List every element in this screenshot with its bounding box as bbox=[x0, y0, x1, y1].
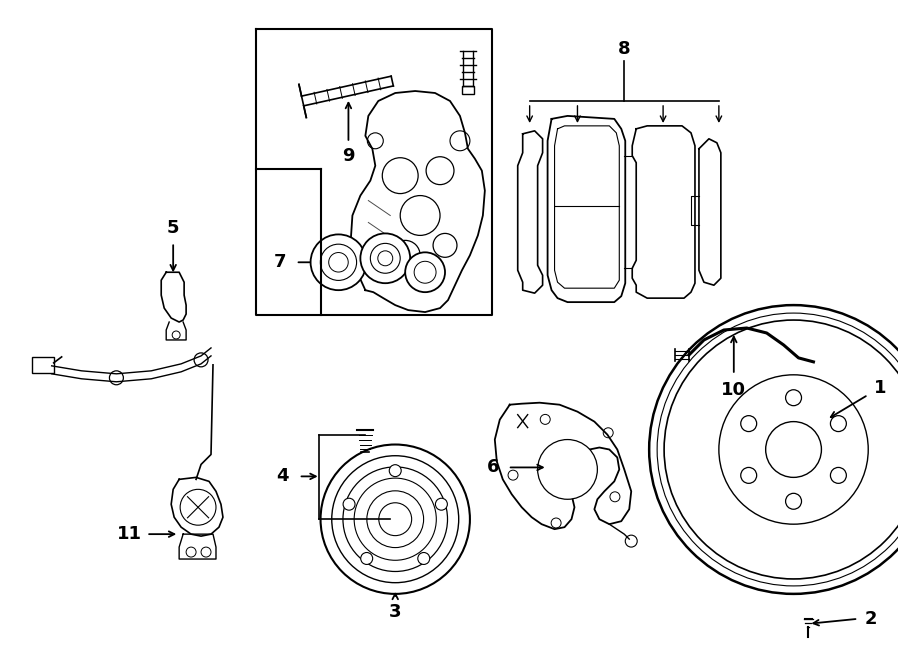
Polygon shape bbox=[632, 126, 695, 298]
Circle shape bbox=[379, 503, 411, 535]
Circle shape bbox=[110, 371, 123, 385]
Circle shape bbox=[741, 416, 757, 432]
Polygon shape bbox=[166, 322, 186, 340]
Polygon shape bbox=[699, 139, 721, 285]
Circle shape bbox=[361, 553, 373, 564]
Circle shape bbox=[786, 390, 802, 406]
Circle shape bbox=[360, 233, 410, 283]
Text: 10: 10 bbox=[721, 381, 746, 399]
Circle shape bbox=[355, 478, 436, 561]
Circle shape bbox=[390, 465, 401, 477]
Circle shape bbox=[786, 493, 802, 509]
Polygon shape bbox=[547, 116, 625, 302]
Bar bbox=[32, 357, 54, 373]
Polygon shape bbox=[495, 403, 631, 529]
Circle shape bbox=[741, 467, 757, 483]
Polygon shape bbox=[518, 131, 543, 293]
Circle shape bbox=[812, 355, 825, 369]
Circle shape bbox=[537, 440, 598, 499]
Text: 2: 2 bbox=[865, 610, 878, 628]
Circle shape bbox=[332, 455, 459, 583]
Circle shape bbox=[664, 320, 900, 579]
Circle shape bbox=[343, 467, 447, 572]
Polygon shape bbox=[350, 91, 485, 312]
Circle shape bbox=[418, 553, 429, 564]
Circle shape bbox=[405, 253, 445, 292]
Text: 9: 9 bbox=[342, 147, 355, 165]
Text: 1: 1 bbox=[874, 379, 886, 397]
Circle shape bbox=[719, 375, 868, 524]
Text: 6: 6 bbox=[487, 459, 500, 477]
Polygon shape bbox=[171, 477, 223, 536]
Text: 4: 4 bbox=[276, 467, 289, 485]
Text: 5: 5 bbox=[166, 219, 179, 237]
Circle shape bbox=[436, 498, 447, 510]
Circle shape bbox=[343, 498, 355, 510]
Polygon shape bbox=[161, 272, 186, 322]
Circle shape bbox=[831, 467, 846, 483]
Circle shape bbox=[649, 305, 900, 594]
Circle shape bbox=[320, 444, 470, 594]
Text: 3: 3 bbox=[389, 603, 401, 621]
Text: 11: 11 bbox=[117, 525, 142, 543]
Circle shape bbox=[367, 491, 424, 547]
Text: 8: 8 bbox=[618, 40, 631, 58]
Bar bbox=[462, 86, 474, 94]
Circle shape bbox=[310, 235, 366, 290]
Circle shape bbox=[766, 422, 822, 477]
Circle shape bbox=[194, 353, 208, 367]
Text: 7: 7 bbox=[274, 253, 286, 271]
Circle shape bbox=[831, 416, 846, 432]
Polygon shape bbox=[179, 534, 216, 559]
